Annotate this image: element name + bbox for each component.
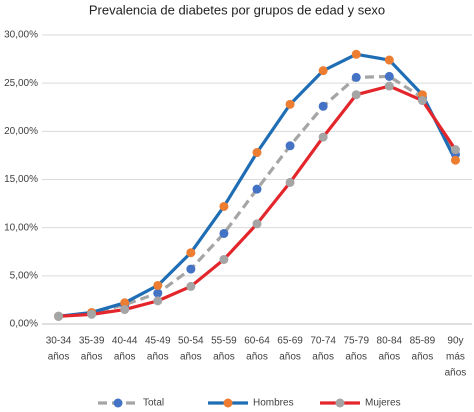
- x-tick-label: 55-59: [211, 336, 237, 347]
- marker: [186, 248, 196, 258]
- marker: [417, 96, 427, 106]
- x-tick-label: más: [446, 352, 465, 363]
- x-tick-label: 80-84: [377, 336, 403, 347]
- x-tick-label: 60-64: [244, 336, 270, 347]
- x-tick-label: 70-74: [310, 336, 336, 347]
- marker: [318, 66, 328, 76]
- marker: [120, 305, 130, 315]
- marker: [186, 281, 196, 291]
- x-tick-label: años: [345, 352, 367, 363]
- marker: [285, 177, 295, 187]
- marker: [252, 148, 262, 158]
- x-tick-label: años: [412, 352, 434, 363]
- marker: [384, 71, 394, 81]
- series-line: [58, 84, 457, 318]
- marker: [285, 99, 295, 109]
- legend-label: Total: [143, 398, 164, 409]
- series-line: [58, 74, 457, 318]
- x-tick-label: 40-44: [112, 336, 138, 347]
- legend-marker: [335, 398, 345, 408]
- legend-marker: [223, 398, 233, 408]
- x-tick-label: años: [81, 352, 103, 363]
- marker: [285, 141, 295, 151]
- y-tick-label: 10,00%: [4, 222, 38, 233]
- x-tick-label: años: [48, 352, 70, 363]
- marker: [186, 264, 196, 274]
- marker: [252, 184, 262, 194]
- legend-label: Mujeres: [365, 398, 401, 409]
- x-tick-label: 35-39: [79, 336, 105, 347]
- marker: [219, 201, 229, 211]
- x-tick-label: años: [312, 352, 334, 363]
- y-tick-label: 30,00%: [4, 30, 38, 41]
- marker: [318, 132, 328, 142]
- marker: [351, 49, 361, 59]
- y-tick-label: 20,00%: [4, 126, 38, 137]
- marker: [153, 296, 163, 306]
- marker: [219, 228, 229, 238]
- marker: [384, 55, 394, 65]
- marker: [351, 72, 361, 82]
- marker: [450, 155, 460, 165]
- x-tick-label: años: [279, 352, 301, 363]
- x-tick-label: 90y: [447, 336, 463, 347]
- x-tick-label: años: [445, 368, 467, 379]
- x-tick-label: años: [213, 352, 235, 363]
- x-tick-label: 45-49: [145, 336, 171, 347]
- marker: [153, 288, 163, 298]
- y-tick-label: 0,00%: [10, 319, 38, 330]
- legend-label: Hombres: [253, 398, 294, 409]
- x-tick-label: años: [180, 352, 202, 363]
- x-tick-label: años: [114, 352, 136, 363]
- y-tick-label: 25,00%: [4, 78, 38, 89]
- marker: [153, 280, 163, 290]
- marker: [450, 145, 460, 155]
- marker: [384, 81, 394, 91]
- marker: [87, 309, 97, 319]
- x-tick-label: 65-69: [277, 336, 303, 347]
- y-tick-label: 15,00%: [4, 174, 38, 185]
- marker: [252, 219, 262, 229]
- chart-title: Prevalencia de diabetes por grupos de ed…: [89, 2, 385, 17]
- x-tick-label: años: [147, 352, 169, 363]
- marker: [318, 101, 328, 111]
- x-tick-label: 85-89: [410, 336, 436, 347]
- marker: [120, 298, 130, 308]
- marker: [219, 254, 229, 264]
- x-tick-label: años: [378, 352, 400, 363]
- marker: [351, 90, 361, 100]
- x-tick-label: 50-54: [178, 336, 204, 347]
- marker: [54, 311, 64, 321]
- x-tick-label: 75-79: [343, 336, 369, 347]
- legend-marker: [113, 398, 123, 408]
- y-tick-label: 5,00%: [10, 270, 38, 281]
- x-tick-label: 30-34: [46, 336, 72, 347]
- x-tick-label: años: [246, 352, 268, 363]
